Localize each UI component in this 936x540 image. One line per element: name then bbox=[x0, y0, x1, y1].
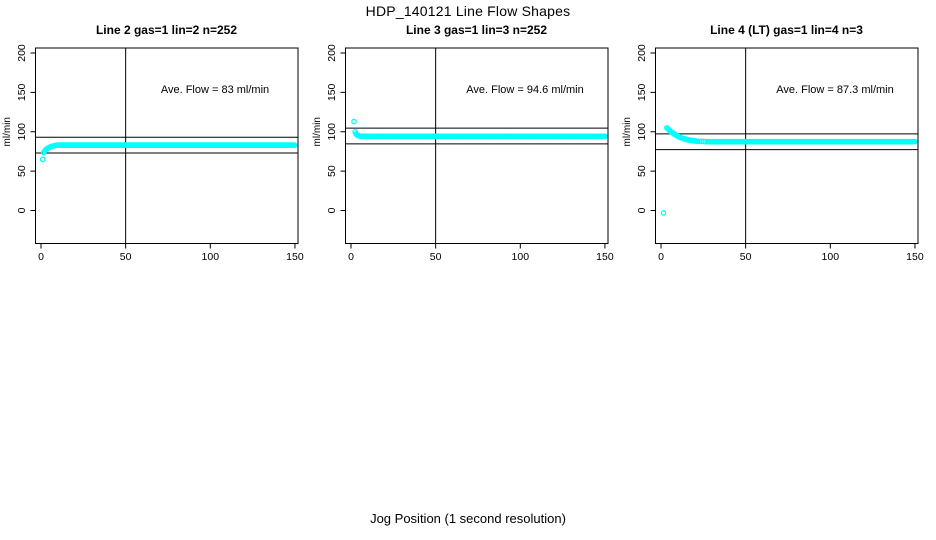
y-tick-label: 100 bbox=[636, 123, 648, 141]
y-tick-label: 50 bbox=[636, 165, 648, 177]
x-tick-label: 150 bbox=[286, 251, 304, 263]
x-tick-label: 150 bbox=[596, 251, 614, 263]
y-tick-label: 200 bbox=[16, 44, 28, 62]
y-axis-unit-label: ml/min bbox=[622, 117, 633, 146]
scatter-plot-line4: 0 50 100 150 0 50 100 150 200 ml/min bbox=[622, 44, 924, 263]
data-point bbox=[291, 142, 298, 148]
y-tick-label: 100 bbox=[16, 123, 28, 141]
y-tick-label: 100 bbox=[326, 123, 338, 141]
panel-title: Line 3 gas=1 lin=3 n=252 bbox=[405, 23, 548, 37]
x-tick-label: 100 bbox=[512, 251, 530, 263]
x-tick-label: 150 bbox=[906, 251, 924, 263]
average-flow-annotation: Ave. Flow = 94.6 ml/min bbox=[466, 84, 584, 96]
panel-title: Line 2 gas=1 lin=2 n=252 bbox=[95, 23, 238, 37]
y-axis-unit-label: ml/min bbox=[2, 117, 13, 146]
y-tick-label: 150 bbox=[326, 83, 338, 101]
x-tick-label: 100 bbox=[202, 251, 220, 263]
data-point bbox=[660, 210, 667, 216]
y-tick-label: 0 bbox=[16, 207, 28, 213]
average-flow-annotation: Ave. Flow = 87.3 ml/min bbox=[776, 84, 894, 96]
x-tick-label: 100 bbox=[822, 251, 840, 263]
plot-panel-line4: 0 50 100 150 0 50 100 150 200 ml/min Line 4 (LT) … bbox=[620, 0, 936, 272]
x-axis-label: Jog Position (1 second resolution) bbox=[370, 511, 566, 526]
scatter-plot-line2: 0 50 100 150 0 50 100 150 200 ml/min bbox=[2, 44, 304, 263]
data-point bbox=[911, 138, 918, 145]
y-tick-label: 0 bbox=[636, 207, 648, 213]
x-tick-label: 0 bbox=[658, 251, 664, 263]
y-tick-label: 150 bbox=[16, 83, 28, 101]
plot-panel-line2: 0 50 100 150 0 50 100 150 200 ml/min Line 2 gas=1… bbox=[0, 0, 312, 272]
y-axis-unit-label: ml/min bbox=[312, 117, 323, 146]
plot-border bbox=[345, 47, 609, 244]
plot-border bbox=[35, 47, 299, 244]
x-tick-label: 50 bbox=[740, 251, 752, 263]
panel-title: Line 4 (LT) gas=1 lin=4 n=3 bbox=[710, 23, 863, 37]
y-tick-label: 0 bbox=[326, 207, 338, 213]
y-tick-label: 200 bbox=[326, 44, 338, 62]
x-tick-label: 0 bbox=[38, 251, 44, 263]
y-tick-label: 50 bbox=[16, 165, 28, 177]
scatter-plot-line3: 0 50 100 150 0 50 100 150 200 ml/min bbox=[312, 44, 614, 263]
y-tick-label: 150 bbox=[636, 83, 648, 101]
x-tick-label: 50 bbox=[430, 251, 442, 263]
plot-panel-line3: 0 50 100 150 0 50 100 150 200 ml/min Line 3 gas=1… bbox=[310, 0, 622, 272]
data-point bbox=[602, 133, 608, 140]
data-point bbox=[351, 118, 357, 125]
data-point bbox=[39, 156, 46, 163]
page-title: HDP_140121 Line Flow Shapes bbox=[365, 3, 571, 19]
x-tick-label: 50 bbox=[120, 251, 132, 263]
plot-border bbox=[655, 47, 919, 244]
y-tick-label: 50 bbox=[326, 165, 338, 177]
y-tick-label: 200 bbox=[636, 44, 648, 62]
average-flow-annotation: Ave. Flow = 83 ml/min bbox=[160, 84, 270, 96]
x-tick-label: 0 bbox=[348, 251, 354, 263]
